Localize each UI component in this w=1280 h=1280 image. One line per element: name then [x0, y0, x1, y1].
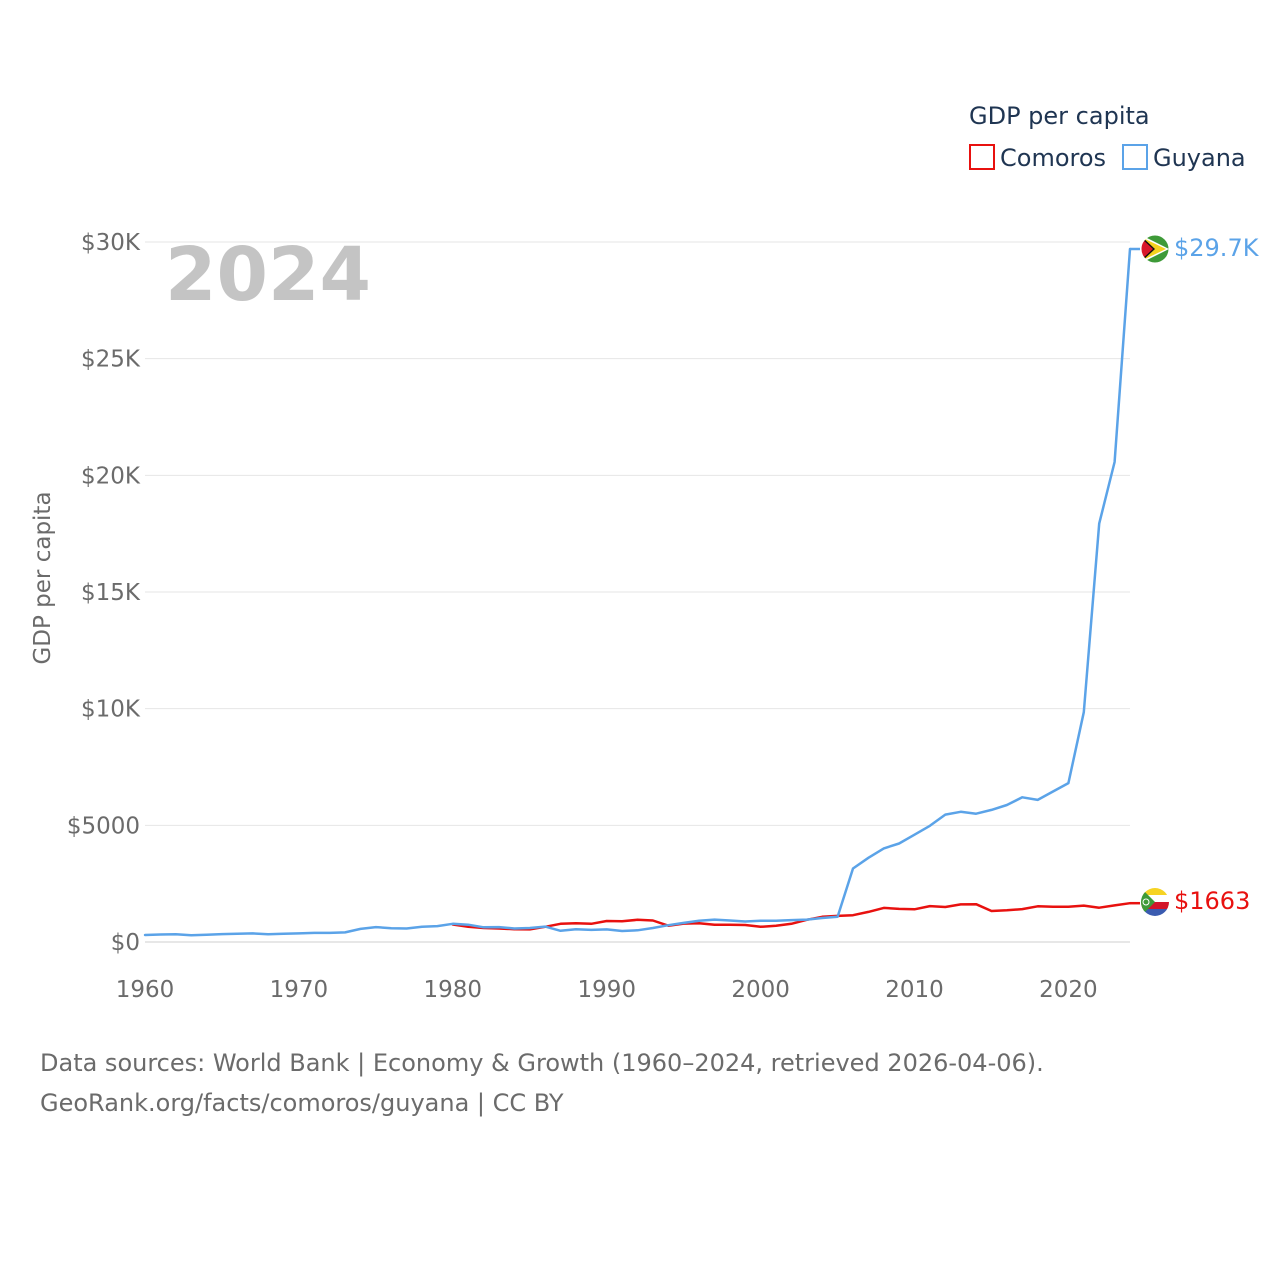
- legend-swatch-guyana[interactable]: [1122, 144, 1148, 170]
- series-lines: [143, 247, 1140, 937]
- x-tick-label: 1980: [424, 977, 483, 1003]
- series-line-guyana[interactable]: [143, 247, 1132, 937]
- grid-lines: [145, 241, 1130, 943]
- y-tick-label: $15K: [81, 580, 141, 606]
- x-tick-label: 1990: [577, 977, 636, 1003]
- guyana-flag-icon: [1141, 235, 1169, 263]
- source-line-1: Data sources: World Bank | Economy & Gro…: [40, 1049, 1044, 1077]
- legend-swatch-comoros[interactable]: [969, 144, 995, 170]
- x-tick-label: 2000: [731, 977, 790, 1003]
- x-tick-label: 1960: [116, 977, 175, 1003]
- y-tick-label: $25K: [81, 347, 141, 373]
- x-tick-label: 1970: [270, 977, 329, 1003]
- y-tick-label: $20K: [81, 463, 141, 489]
- source-note: Data sources: World Bank | Economy & Gro…: [40, 1043, 1044, 1123]
- comoros-flag-icon: [1141, 888, 1169, 916]
- series-line-comoros[interactable]: [451, 901, 1132, 931]
- x-tick-label: 2010: [885, 977, 944, 1003]
- y-tick-label: $10K: [81, 697, 141, 723]
- source-line-2[interactable]: GeoRank.org/facts/comoros/guyana | CC BY: [40, 1089, 564, 1117]
- y-axis-ticks: $0 $5000 $10K $15K $20K $25K $30K: [67, 230, 141, 956]
- y-tick-label: $0: [111, 930, 140, 956]
- x-axis-ticks: 1960 1970 1980 1990 2000 2010 2020: [116, 977, 1098, 1003]
- legend-label-comoros[interactable]: Comoros: [1000, 144, 1106, 172]
- y-axis-title: GDP per capita: [30, 491, 56, 664]
- legend-title: GDP per capita: [969, 102, 1150, 130]
- guyana-end-label: $29.7K: [1174, 234, 1260, 262]
- x-tick-label: 2020: [1039, 977, 1098, 1003]
- year-label: 2024: [165, 232, 371, 318]
- y-tick-label: $5000: [67, 813, 140, 839]
- legend-label-guyana[interactable]: Guyana: [1153, 144, 1246, 172]
- comoros-end-label: $1663: [1174, 887, 1250, 915]
- y-tick-label: $30K: [81, 230, 141, 256]
